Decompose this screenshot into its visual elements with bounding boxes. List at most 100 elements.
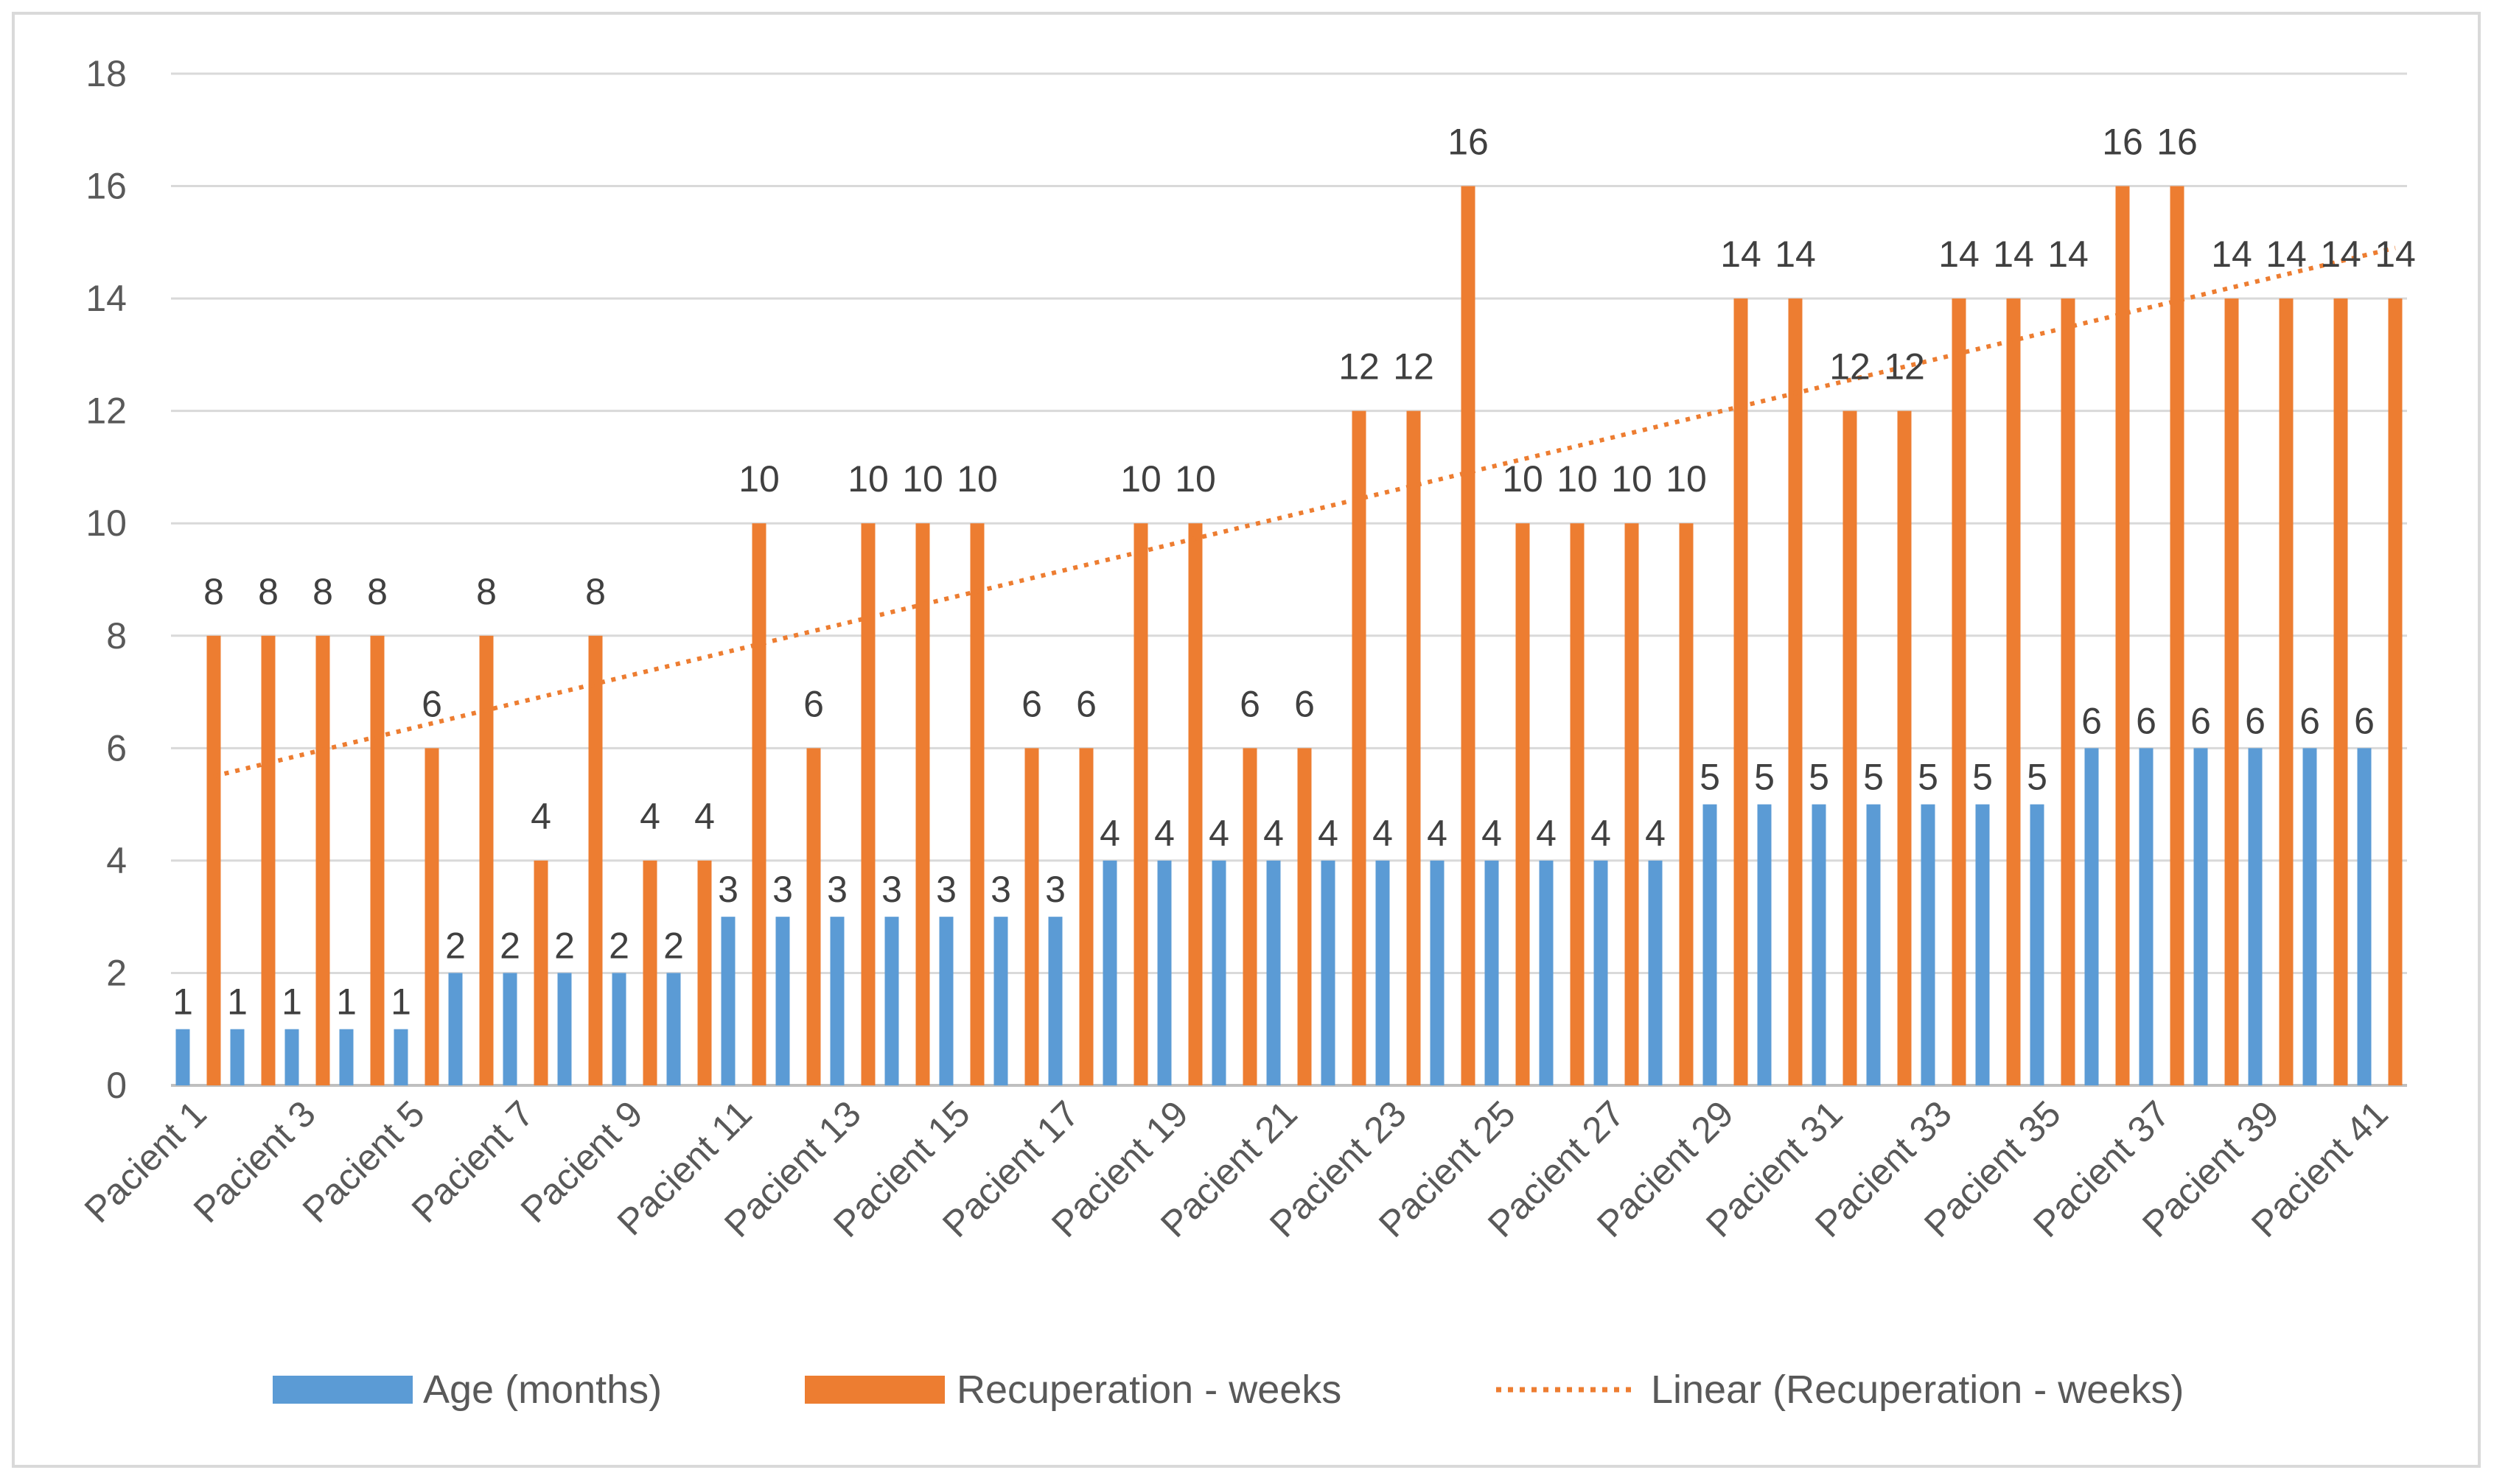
data-label-recuperation-13: 10 xyxy=(848,458,889,500)
y-tick-label-2: 2 xyxy=(106,952,127,993)
bar-recuperation-35 xyxy=(2061,298,2075,1086)
data-label-recuperation-40: 14 xyxy=(2320,234,2361,275)
bars xyxy=(175,186,2403,1086)
data-label-recuperation-32: 12 xyxy=(1884,346,1925,388)
bar-age-34 xyxy=(1975,804,1990,1085)
data-label-age-27: 4 xyxy=(1590,813,1611,854)
data-label-age-25: 4 xyxy=(1481,813,1502,854)
bar-recuperation-29 xyxy=(1733,298,1748,1086)
data-label-age-39: 6 xyxy=(2245,700,2266,741)
bar-age-12 xyxy=(775,917,790,1085)
data-label-recuperation-23: 12 xyxy=(1393,346,1434,388)
data-label-age-24: 4 xyxy=(1427,813,1447,854)
bar-age-19 xyxy=(1157,860,1172,1085)
legend-swatch-age xyxy=(273,1376,413,1404)
bar-recuperation-36 xyxy=(2115,186,2130,1086)
data-label-age-22: 4 xyxy=(1318,813,1338,854)
bar-recuperation-5 xyxy=(425,748,439,1085)
bar-age-36 xyxy=(2084,748,2099,1085)
bar-age-35 xyxy=(2030,804,2044,1085)
data-label-recuperation-7: 4 xyxy=(531,796,551,837)
bar-age-39 xyxy=(2248,748,2263,1085)
data-label-recuperation-10: 4 xyxy=(694,796,715,837)
y-tick-label-10: 10 xyxy=(85,503,127,544)
bar-age-29 xyxy=(1702,804,1717,1085)
bar-age-15 xyxy=(939,917,954,1085)
y-tick-label-8: 8 xyxy=(106,615,127,657)
bar-age-6 xyxy=(448,973,463,1085)
data-label-recuperation-1: 8 xyxy=(203,571,224,612)
data-label-age-40: 6 xyxy=(2299,700,2320,741)
data-label-age-33: 5 xyxy=(1918,757,1938,798)
data-label-recuperation-38: 14 xyxy=(2211,234,2252,275)
data-label-age-8: 2 xyxy=(554,925,575,966)
bar-recuperation-38 xyxy=(2224,298,2239,1086)
bar-recuperation-20 xyxy=(1243,748,1257,1085)
data-label-age-32: 5 xyxy=(1863,757,1884,798)
bar-age-2 xyxy=(230,1029,245,1085)
bar-recuperation-24 xyxy=(1461,186,1475,1086)
data-label-recuperation-6: 8 xyxy=(476,571,497,612)
data-label-recuperation-12: 6 xyxy=(803,683,824,724)
bar-recuperation-1 xyxy=(206,635,221,1085)
bar-recuperation-6 xyxy=(479,635,494,1085)
bar-recuperation-34 xyxy=(2006,298,2021,1086)
bar-recuperation-30 xyxy=(1788,298,1803,1086)
bar-age-33 xyxy=(1921,804,1935,1085)
data-label-recuperation-29: 14 xyxy=(1720,234,1761,275)
bar-recuperation-9 xyxy=(643,860,657,1085)
data-label-age-6: 2 xyxy=(445,925,466,966)
data-label-recuperation-34: 14 xyxy=(1993,234,2034,275)
bar-age-8 xyxy=(557,973,572,1085)
bar-recuperation-33 xyxy=(1952,298,1966,1086)
bar-age-20 xyxy=(1212,860,1226,1085)
data-label-age-7: 2 xyxy=(500,925,520,966)
bar-recuperation-8 xyxy=(588,635,603,1085)
data-labels: 1818181816282428242431036310310310363641… xyxy=(172,122,2416,1023)
data-label-age-13: 3 xyxy=(827,869,848,910)
bar-recuperation-40 xyxy=(2333,298,2348,1086)
y-tick-label-18: 18 xyxy=(85,53,127,94)
data-label-age-15: 3 xyxy=(936,869,957,910)
data-label-recuperation-28: 10 xyxy=(1666,458,1707,500)
data-label-recuperation-18: 10 xyxy=(1120,458,1162,500)
y-axis-ticks: 0 2 4 6 8 10 12 14 16 18 xyxy=(85,53,127,1106)
bar-age-18 xyxy=(1103,860,1117,1085)
bar-recuperation-25 xyxy=(1515,523,1530,1085)
data-label-age-36: 6 xyxy=(2081,700,2102,741)
bar-age-14 xyxy=(884,917,899,1085)
bar-recuperation-17 xyxy=(1079,748,1094,1085)
bar-age-23 xyxy=(1375,860,1390,1085)
data-label-age-1: 1 xyxy=(172,981,193,1023)
bar-recuperation-16 xyxy=(1024,748,1039,1085)
bar-recuperation-10 xyxy=(697,860,712,1085)
data-label-recuperation-16: 6 xyxy=(1021,683,1042,724)
bar-recuperation-31 xyxy=(1842,410,1857,1085)
data-label-age-35: 5 xyxy=(2027,757,2047,798)
trendline-layer xyxy=(213,245,2396,779)
bar-age-25 xyxy=(1484,860,1499,1085)
data-label-age-12: 3 xyxy=(772,869,793,910)
data-label-age-11: 3 xyxy=(718,869,738,910)
y-tick-label-4: 4 xyxy=(106,840,127,881)
data-label-age-37: 6 xyxy=(2136,700,2156,741)
bar-age-31 xyxy=(1812,804,1826,1085)
bar-recuperation-39 xyxy=(2279,298,2294,1086)
legend-swatch-recuperation xyxy=(805,1376,945,1404)
data-label-recuperation-4: 8 xyxy=(367,571,388,612)
y-tick-label-14: 14 xyxy=(85,278,127,319)
bar-recuperation-28 xyxy=(1679,523,1694,1085)
bar-age-41 xyxy=(2357,748,2372,1085)
data-label-age-14: 3 xyxy=(881,869,902,910)
legend: Age (months) Recuperation - weeks Linear… xyxy=(273,1368,2184,1412)
bar-age-27 xyxy=(1593,860,1608,1085)
data-label-age-9: 2 xyxy=(609,925,629,966)
bar-recuperation-11 xyxy=(752,523,766,1085)
bar-recuperation-22 xyxy=(1352,410,1366,1085)
data-label-age-16: 3 xyxy=(991,869,1011,910)
bar-age-1 xyxy=(175,1029,190,1085)
bar-age-22 xyxy=(1321,860,1335,1085)
bar-age-37 xyxy=(2139,748,2154,1085)
legend-label-trendline: Linear (Recuperation - weeks) xyxy=(1651,1368,2184,1412)
data-label-recuperation-25: 10 xyxy=(1502,458,1543,500)
